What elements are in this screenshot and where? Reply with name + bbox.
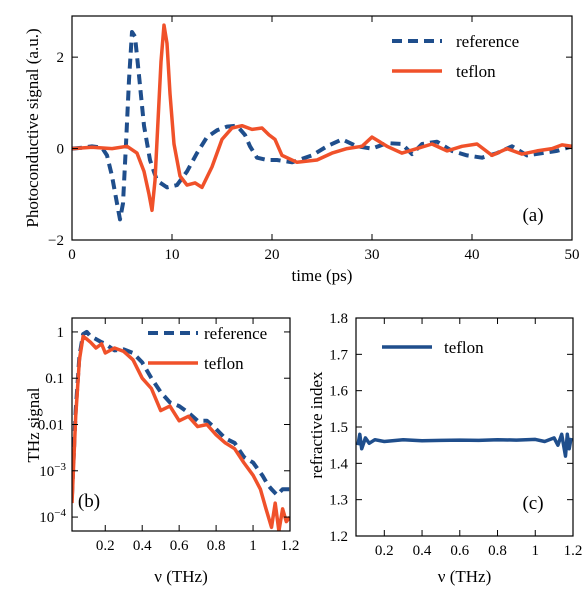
y-tick-label: 0.1 bbox=[45, 371, 64, 387]
panel-c: 0.2 0.4 0.6 0.8 1 1.2 1.2 1.3 1.4 1.5 1.6 1.7 1.8 ν (… bbox=[307, 311, 582, 586]
y-axis-label: Photoconductive signal (a.u.) bbox=[23, 28, 42, 227]
x-tick-label: 0.4 bbox=[413, 543, 432, 559]
x-tick-label: 0.6 bbox=[170, 538, 189, 554]
axes-frame bbox=[71, 15, 573, 241]
panel-tag: (a) bbox=[522, 205, 543, 226]
panel-tag: (b) bbox=[78, 491, 100, 512]
y-tick-label: 2 bbox=[57, 50, 65, 66]
x-tick-label: 0.8 bbox=[488, 543, 507, 559]
x-tick-label: 40 bbox=[465, 247, 480, 263]
x-tick-label: 10 bbox=[165, 247, 180, 263]
x-axis-label: ν (THz) bbox=[438, 567, 491, 586]
x-tick-label: 0.2 bbox=[96, 538, 115, 554]
x-tick-label: 0 bbox=[68, 247, 76, 263]
y-tick-label: 1.3 bbox=[329, 493, 348, 509]
x-axis-label: ν (THz) bbox=[154, 567, 207, 586]
y-tick-label: −2 bbox=[48, 233, 64, 249]
y-tick-label: 1.5 bbox=[329, 420, 348, 436]
y-axis-label: THz signal bbox=[24, 387, 43, 462]
x-axis-label: time (ps) bbox=[292, 266, 353, 285]
panel-tag: (c) bbox=[522, 493, 543, 514]
legend-label-teflon: teflon bbox=[456, 62, 496, 81]
legend-label-teflon: teflon bbox=[444, 338, 484, 357]
x-tick-label: 1.2 bbox=[564, 543, 583, 559]
x-tick-label: 0.2 bbox=[375, 543, 394, 559]
series-line-a-teflon bbox=[72, 23, 572, 213]
y-tick-label: 1.6 bbox=[329, 384, 348, 400]
y-tick-label: 1 bbox=[57, 325, 65, 341]
y-tick-label: 1.2 bbox=[329, 529, 348, 545]
panel-b: 0.2 0.4 0.6 0.8 1 1.2 10−4 10−3 0.01 0.1 1 ν (THz) T… bbox=[24, 317, 300, 586]
x-tick-label: 0.4 bbox=[133, 538, 152, 554]
y-tick-label: 1.7 bbox=[329, 347, 348, 363]
legend-label-reference: reference bbox=[204, 324, 267, 343]
series-line-c-teflon bbox=[356, 432, 573, 458]
x-tick-label: 1.2 bbox=[281, 538, 300, 554]
x-tick-label: 0.8 bbox=[207, 538, 226, 554]
x-tick-label: 1 bbox=[532, 543, 540, 559]
legend-label-reference: reference bbox=[456, 32, 519, 51]
series-line-b-reference bbox=[72, 329, 290, 497]
series-line-b-teflon bbox=[72, 334, 290, 531]
y-tick-label: 0.01 bbox=[38, 418, 64, 434]
x-tick-label: 30 bbox=[365, 247, 380, 263]
x-tick-label: 50 bbox=[565, 247, 580, 263]
y-tick-label: 1.8 bbox=[329, 311, 348, 327]
x-tick-label: 0.6 bbox=[450, 543, 469, 559]
x-tick-label: 20 bbox=[265, 247, 280, 263]
y-tick-label: 10−4 bbox=[39, 507, 66, 526]
y-tick-label: 1.4 bbox=[329, 456, 348, 472]
legend-label-teflon: teflon bbox=[204, 354, 244, 373]
y-tick-label: 0 bbox=[57, 142, 65, 158]
y-axis-label: refractive index bbox=[307, 371, 326, 479]
x-tick-label: 1 bbox=[249, 538, 257, 554]
y-tick-label: 10−3 bbox=[39, 461, 66, 480]
